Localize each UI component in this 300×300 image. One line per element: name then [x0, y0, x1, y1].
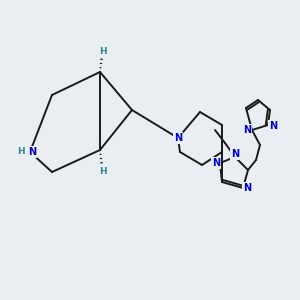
- Text: N: N: [243, 125, 251, 135]
- Text: H: H: [17, 148, 25, 157]
- Text: N: N: [28, 147, 36, 157]
- Text: N: N: [269, 121, 277, 131]
- Text: H: H: [99, 46, 107, 56]
- Text: H: H: [99, 167, 107, 176]
- Text: N: N: [231, 149, 239, 159]
- Text: N: N: [174, 133, 182, 143]
- Text: N: N: [243, 183, 251, 193]
- Text: N: N: [212, 158, 220, 168]
